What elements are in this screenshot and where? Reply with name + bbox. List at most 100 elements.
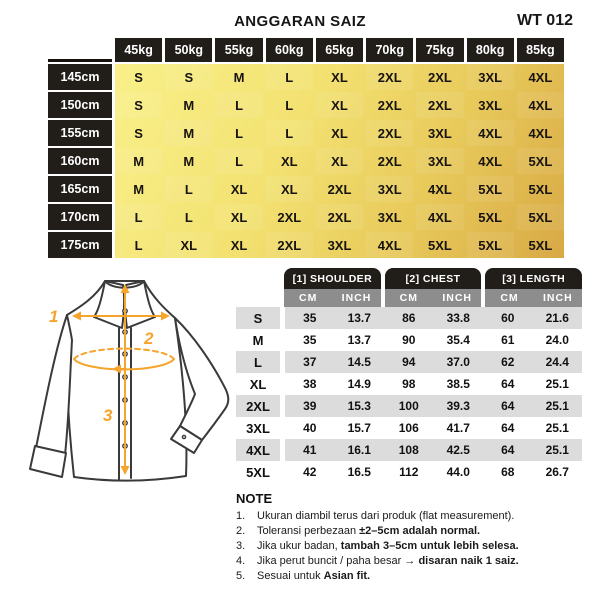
- measurement-value: 26.7: [545, 465, 569, 479]
- recommended-size-cell: 2XL: [366, 64, 414, 90]
- recommended-size-cell: 2XL: [377, 153, 402, 169]
- note-bold-text: disaran naik 1 saiz.: [418, 555, 519, 567]
- note-number: 4.: [236, 555, 246, 567]
- shirt-right-sleeve: [174, 317, 230, 441]
- note-items: 1. Ukuran diambil terus dari produk (flat…: [236, 509, 572, 584]
- note-number: 1.: [236, 510, 246, 522]
- size-label: 3XL: [246, 420, 270, 436]
- note-text: Ukuran diambil terus dari produk (flat m…: [257, 510, 515, 522]
- measurement-row: XL 38 14.9 98 38.5 64 25.1: [236, 373, 582, 395]
- lower-section: 1 2 3 [1] SHOULDER [2] CHEST [3] LENGTH CM…: [0, 268, 600, 584]
- measurement-group-tabs: [1] SHOULDER [2] CHEST [3] LENGTH: [284, 268, 583, 289]
- weight-header-cell: 50kg: [165, 38, 213, 62]
- size-label: L: [236, 351, 280, 373]
- measurement-row: L 37 14.5 94 37.0 62 24.4: [236, 351, 582, 373]
- measurement-row: 4XL 41 16.1 108 42.5 64 25.1: [236, 439, 582, 461]
- recommended-size-cell: L: [215, 92, 263, 118]
- note-number: 3.: [236, 540, 246, 552]
- recommended-size-cell: 3XL: [327, 237, 352, 253]
- size-label: XL: [249, 376, 267, 392]
- recommended-size-cell: L: [165, 176, 213, 202]
- matrix-gradient-background: [115, 64, 564, 258]
- measurement-values: 41 16.1 108 42.5 64 25.1: [285, 439, 582, 461]
- measurement-value: 39: [303, 399, 317, 413]
- note-item: 3. Jika ukur badan, tambah 3–5cm untuk le…: [236, 539, 572, 554]
- measurement-value: 16.1: [347, 443, 371, 457]
- unit-header-cell: INCH: [543, 292, 573, 304]
- measurement-value: 38.5: [446, 377, 470, 391]
- recommended-size-cell: S: [165, 64, 213, 90]
- height-header-cell: 160cm: [48, 148, 112, 174]
- recommended-size-cell: XL: [230, 237, 248, 253]
- note-item: 1. Ukuran diambil terus dari produk (flat…: [236, 509, 572, 524]
- recommended-size-cell: 3XL: [478, 97, 503, 113]
- measurement-value: 37.0: [446, 355, 470, 369]
- note-bold-text: Asian fit.: [323, 570, 371, 582]
- weight-header-cell: 60kg: [265, 38, 313, 62]
- product-code: WT 012: [516, 12, 573, 29]
- recommended-size-cell: M: [183, 153, 195, 169]
- recommended-size-cell: M: [233, 69, 245, 85]
- unit-header-cell: INCH: [442, 292, 473, 304]
- size-label: S: [236, 307, 280, 329]
- recommended-size-cell: 5XL: [466, 232, 514, 258]
- measurement-values: 39 15.3 100 39.3 64 25.1: [285, 395, 582, 417]
- page-title: ANGGARAN SAIZ: [234, 13, 366, 30]
- recommended-size-cell: L: [184, 209, 193, 225]
- size-label: 2XL: [236, 395, 280, 417]
- recommended-size-cell: M: [115, 148, 163, 174]
- recommended-size-cell: 5XL: [528, 237, 553, 253]
- note-text: Jika ukur badan, tambah 3–5cm untuk lebi…: [257, 540, 519, 552]
- measure-group-tab: [1] SHOULDER: [284, 268, 381, 289]
- measurement-value: 64: [501, 443, 515, 457]
- measurement-value: 108: [398, 443, 419, 457]
- measurement-value: 24.0: [545, 333, 569, 347]
- note-text: Toleransi perbezaan ±2–5cm adalah normal…: [257, 525, 481, 537]
- height-header-cell: 155cm: [48, 120, 112, 146]
- matrix-corner-cell: [48, 38, 112, 62]
- recommended-size-cell: 2XL: [315, 204, 364, 230]
- measurement-value: 62: [501, 355, 515, 369]
- recommended-size-cell: 5XL: [478, 209, 503, 225]
- measurement-value: 41: [303, 443, 317, 457]
- measurement-value: 64: [501, 377, 515, 391]
- recommended-size-cell: 2XL: [428, 69, 452, 85]
- recommended-size-cell: 4XL: [528, 69, 553, 85]
- note-item: 4. Jika perut buncit / paha besar → disar…: [236, 554, 572, 569]
- measurement-value: 68: [501, 465, 515, 479]
- recommended-size-cell: L: [235, 125, 244, 141]
- note-number: 2.: [236, 525, 246, 537]
- recommended-size-cell: 3XL: [416, 148, 464, 174]
- note-item: 5. Sesuai untuk Asian fit.: [236, 569, 572, 584]
- weight-header-cell: 70kg: [366, 38, 414, 62]
- recommended-size-cell: 4XL: [428, 181, 452, 197]
- measurement-row: 2XL 39 15.3 100 39.3 64 25.1: [236, 395, 582, 417]
- chest-label: 2: [143, 329, 154, 348]
- measure-group-tab: [2] CHEST: [384, 268, 482, 289]
- note-text: Jika perut buncit / paha besar → disaran…: [257, 555, 519, 567]
- recommended-size-cell: L: [134, 237, 143, 253]
- measurement-value: 60: [501, 311, 515, 325]
- measurement-values: 35 13.7 86 33.8 60 21.6: [285, 307, 582, 329]
- weight-header-cell: 85kg: [516, 38, 564, 62]
- recommended-size-cell: S: [134, 125, 143, 141]
- measurement-value: 37: [303, 355, 317, 369]
- measurement-value: 64: [501, 399, 515, 413]
- recommended-size-cell: XL: [230, 181, 248, 197]
- page-header: ANGGARAN SAIZ WT 012: [0, 0, 600, 38]
- recommended-size-cell: 5XL: [428, 237, 452, 253]
- recommended-size-cell: XL: [215, 204, 263, 230]
- note-item: 2. Toleransi perbezaan ±2–5cm adalah norm…: [236, 524, 572, 539]
- measurement-value: 38: [303, 377, 317, 391]
- measurement-value: 24.4: [545, 355, 569, 369]
- recommended-size-cell: M: [133, 181, 145, 197]
- shirt-left-sleeve: [35, 314, 73, 456]
- recommended-size-cell: S: [115, 92, 163, 118]
- measurement-value: 16.5: [347, 465, 371, 479]
- recommended-size-cell: XL: [165, 232, 213, 258]
- recommended-size-cell: 5XL: [516, 148, 564, 174]
- measurement-value: 13.7: [347, 311, 371, 325]
- measurement-value: 14.5: [347, 355, 371, 369]
- recommended-size-cell: XL: [331, 125, 348, 141]
